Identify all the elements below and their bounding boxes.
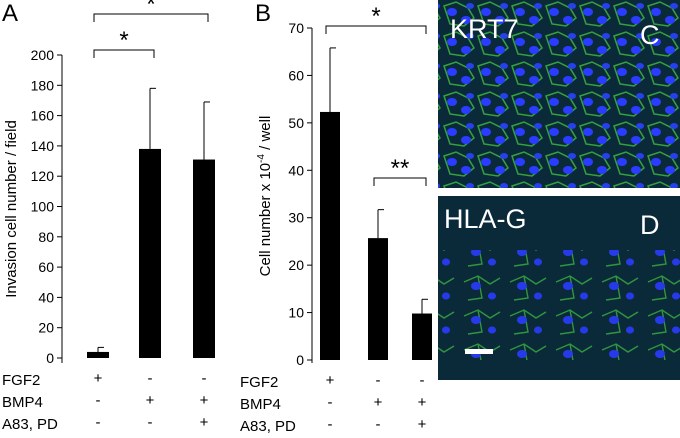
condition-sign: - xyxy=(420,372,425,389)
condition-sign: - xyxy=(96,392,101,409)
condition-sign: - xyxy=(148,370,153,387)
bar xyxy=(320,111,340,360)
y-tick-label: 60 xyxy=(38,259,54,275)
y-tick-label: 200 xyxy=(31,47,55,63)
condition-label-fgf2: FGF2 xyxy=(240,374,278,391)
condition-label-a83-pd: A83, PD xyxy=(2,416,58,433)
y-tick-label: 60 xyxy=(288,67,304,83)
bar xyxy=(193,159,215,358)
y-tick-label: 0 xyxy=(296,352,304,368)
bar xyxy=(412,313,432,360)
bar xyxy=(139,148,161,358)
condition-sign: - xyxy=(376,372,381,389)
condition-label-bmp4: BMP4 xyxy=(2,394,43,411)
condition-sign: - xyxy=(96,414,101,431)
y-axis-title: Invasion cell number / field xyxy=(3,120,20,298)
y-tick-label: 40 xyxy=(38,289,54,305)
condition-sign: + xyxy=(418,416,427,433)
error-bar-group xyxy=(329,47,428,314)
y-tick-label: 20 xyxy=(288,257,304,273)
y-axis-ticks: 0 20 40 60 80 100 120 140 160 180 200 xyxy=(31,47,62,366)
significance-brackets: *** xyxy=(325,3,427,186)
stain-label: HLA-G xyxy=(444,204,527,234)
condition-sign: - xyxy=(328,416,333,433)
y-tick-label: 0 xyxy=(46,350,54,366)
condition-label-a83-pd: A83, PD xyxy=(240,418,296,435)
significance-bracket xyxy=(93,13,209,22)
micrograph-cells xyxy=(438,0,680,188)
error-bar-group xyxy=(97,87,210,352)
panel-letter-d: D xyxy=(640,210,660,240)
bar xyxy=(87,351,109,358)
scale-bar xyxy=(465,349,493,354)
bar xyxy=(368,238,388,360)
condition-sign: - xyxy=(202,370,207,387)
y-tick-label: 20 xyxy=(38,320,54,336)
y-tick-label: 50 xyxy=(288,115,304,131)
condition-sign: + xyxy=(200,392,209,409)
y-tick-label: 120 xyxy=(31,168,55,184)
significance-label: * xyxy=(371,3,380,30)
condition-sign: - xyxy=(328,394,333,411)
condition-sign: + xyxy=(94,370,103,387)
condition-sign: + xyxy=(200,414,209,431)
y-axis-ticks: 0 10 20 30 40 50 60 70 xyxy=(288,20,312,368)
condition-label-bmp4: BMP4 xyxy=(240,396,281,413)
significance-bracket xyxy=(373,177,427,186)
y-tick-label: 30 xyxy=(288,210,304,226)
condition-label-fgf2: FGF2 xyxy=(2,372,40,389)
condition-signs: + - - - + + - - + xyxy=(94,370,209,431)
condition-table-b: FGF2 BMP4 A83, PD + - - - + + - - + xyxy=(240,372,427,435)
y-axis-title: Cell number x 10-4 / well xyxy=(256,116,274,277)
condition-sign: + xyxy=(374,394,383,411)
y-tick-label: 70 xyxy=(288,20,304,36)
condition-sign: + xyxy=(418,394,427,411)
micrograph-cells xyxy=(438,250,680,360)
bar-group xyxy=(320,111,432,360)
bar-group xyxy=(87,148,215,358)
condition-sign: + xyxy=(326,372,335,389)
y-tick-label: 80 xyxy=(38,229,54,245)
significance-bracket xyxy=(325,25,427,34)
panel-letter-a: A xyxy=(2,0,18,27)
condition-table-a: FGF2 BMP4 A83, PD + - - - + + - - + xyxy=(2,370,209,433)
condition-signs: + - - - + + - - + xyxy=(326,372,427,433)
y-tick-label: 100 xyxy=(31,199,55,215)
y-tick-label: 180 xyxy=(31,77,55,93)
y-tick-label: 10 xyxy=(288,305,304,321)
significance-bracket xyxy=(93,49,155,58)
condition-sign: + xyxy=(146,392,155,409)
condition-sign: - xyxy=(148,414,153,431)
y-tick-label: 40 xyxy=(288,162,304,178)
micrograph-krt7: KRT7 C xyxy=(438,0,680,188)
panel-letter-b: B xyxy=(255,0,271,27)
condition-sign: - xyxy=(376,416,381,433)
significance-label: * xyxy=(146,0,155,18)
y-tick-label: 140 xyxy=(31,138,55,154)
significance-label: ** xyxy=(391,155,410,182)
panel-letter-c: C xyxy=(640,20,660,50)
y-tick-label: 160 xyxy=(31,108,55,124)
significance-label: * xyxy=(119,27,128,54)
stain-label: KRT7 xyxy=(450,14,519,44)
significance-brackets: ** xyxy=(93,0,209,58)
micrograph-hla-g: HLA-G D xyxy=(438,196,680,380)
